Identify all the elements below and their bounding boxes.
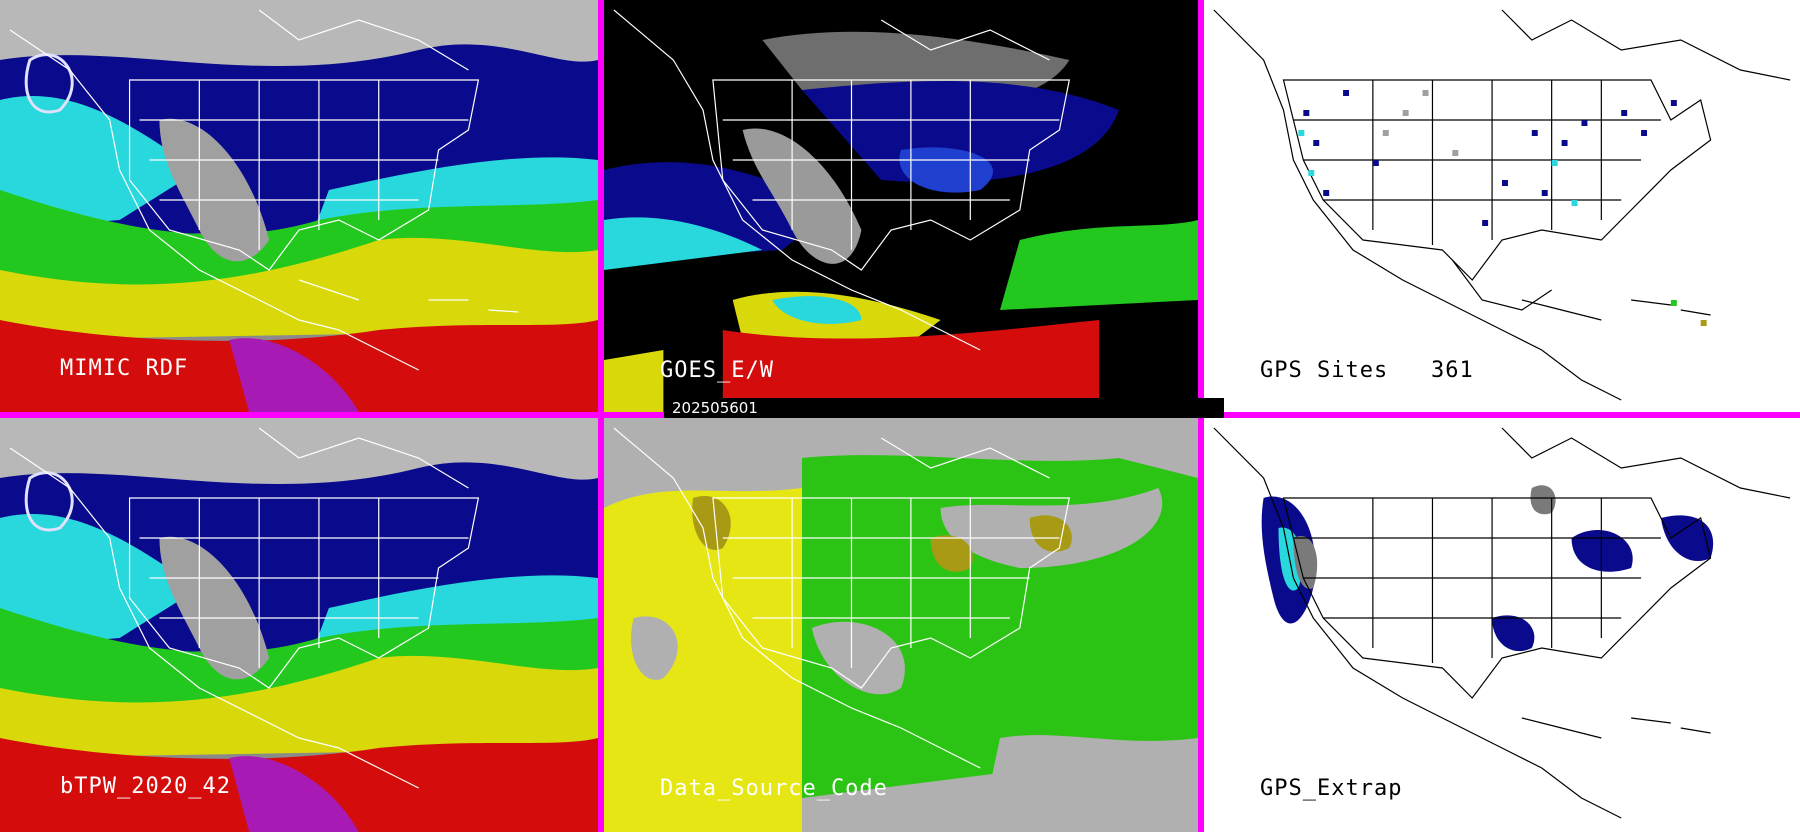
date-bar: 202505601 [664,398,1224,418]
mimic-rdf-panel: MIMIC RDF [0,0,598,412]
goes-map [604,0,1198,412]
goes-panel: GOES_E/W [604,0,1198,412]
btpw-panel: bTPW_2020_42 [0,418,598,832]
panel-label: GOES_E/W [660,358,774,383]
gps-extrap-map [1204,418,1800,832]
data-source-map [604,418,1198,832]
mimic-rdf-map [0,0,598,412]
btpw-map [0,418,598,832]
gps-site-count: 361 [1430,358,1474,383]
panel-label: Data_Source_Code [660,776,888,801]
panel-label: MIMIC RDF [60,356,189,381]
data-source-panel: Data_Source_Code [604,418,1198,832]
date-label: 202505601 [672,399,758,417]
gps-sites-panel: GPS Sites 361 [1204,0,1800,412]
panel-label: GPS_Extrap [1260,776,1403,801]
panel-label: GPS Sites 361 [1260,358,1474,383]
gps-sites-map [1204,0,1800,412]
panel-label: bTPW_2020_42 [60,774,231,799]
gps-extrap-panel: GPS_Extrap [1204,418,1800,832]
